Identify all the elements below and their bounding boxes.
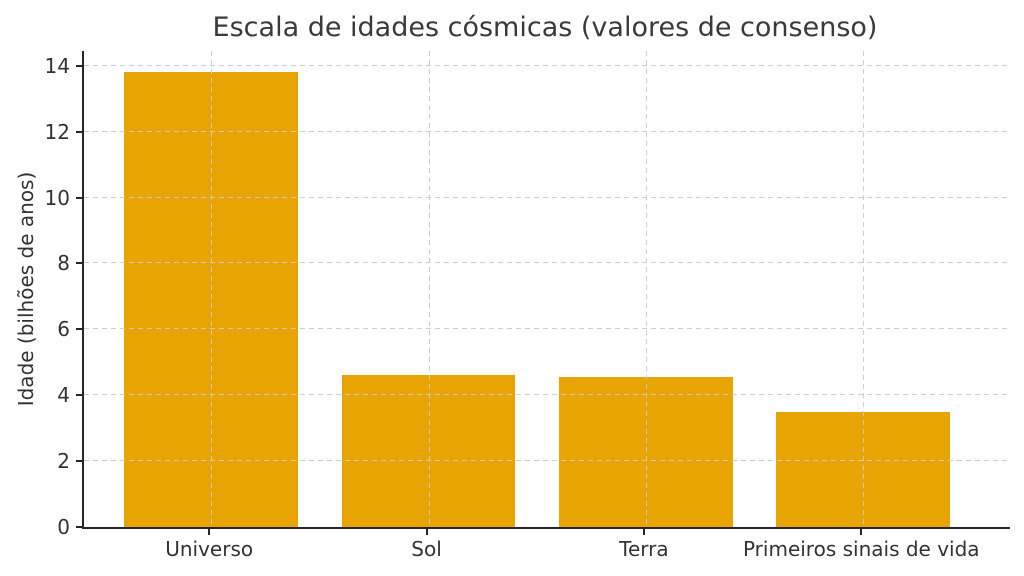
y-tick-label-6: 6	[57, 317, 70, 342]
y-tick-label-0: 0	[57, 515, 70, 539]
y-tick-mark-12	[76, 130, 82, 133]
bar-2	[558, 377, 733, 527]
y-tick-mark-6	[76, 328, 82, 331]
x-tick-label-1: Sol	[411, 537, 442, 561]
y-tick-label-14: 14	[44, 53, 70, 78]
x-tick-label-0: Universo	[165, 537, 254, 561]
chart-title: Escala de idades cósmicas (valores de co…	[212, 12, 878, 43]
y-tick-mark-8	[76, 262, 82, 265]
y-tick-label-12: 12	[44, 119, 70, 144]
bar-0	[124, 72, 299, 527]
y-tick-mark-10	[76, 196, 82, 199]
y-tick-mark-0	[76, 526, 82, 528]
y-tick-mark-14	[76, 64, 82, 67]
h-gridline-14	[84, 64, 1010, 66]
x-tick-label-3: Primeiros sinais de vida	[742, 537, 980, 561]
y-tick-label-8: 8	[57, 251, 70, 276]
y-tick-mark-2	[76, 460, 82, 463]
x-tick-mark-0	[208, 529, 211, 535]
y-tick-label-10: 10	[44, 185, 70, 210]
x-tick-mark-2	[642, 529, 645, 535]
bar-1	[341, 375, 516, 527]
bar-3	[776, 411, 951, 527]
x-tick-mark-1	[425, 529, 428, 535]
y-tick-mark-4	[76, 394, 82, 397]
y-tick-label-4: 4	[57, 383, 70, 408]
x-tick-label-2: Terra	[619, 537, 669, 561]
plot-area	[82, 51, 1010, 529]
y-tick-label-2: 2	[57, 449, 70, 474]
x-tick-mark-3	[860, 529, 863, 535]
